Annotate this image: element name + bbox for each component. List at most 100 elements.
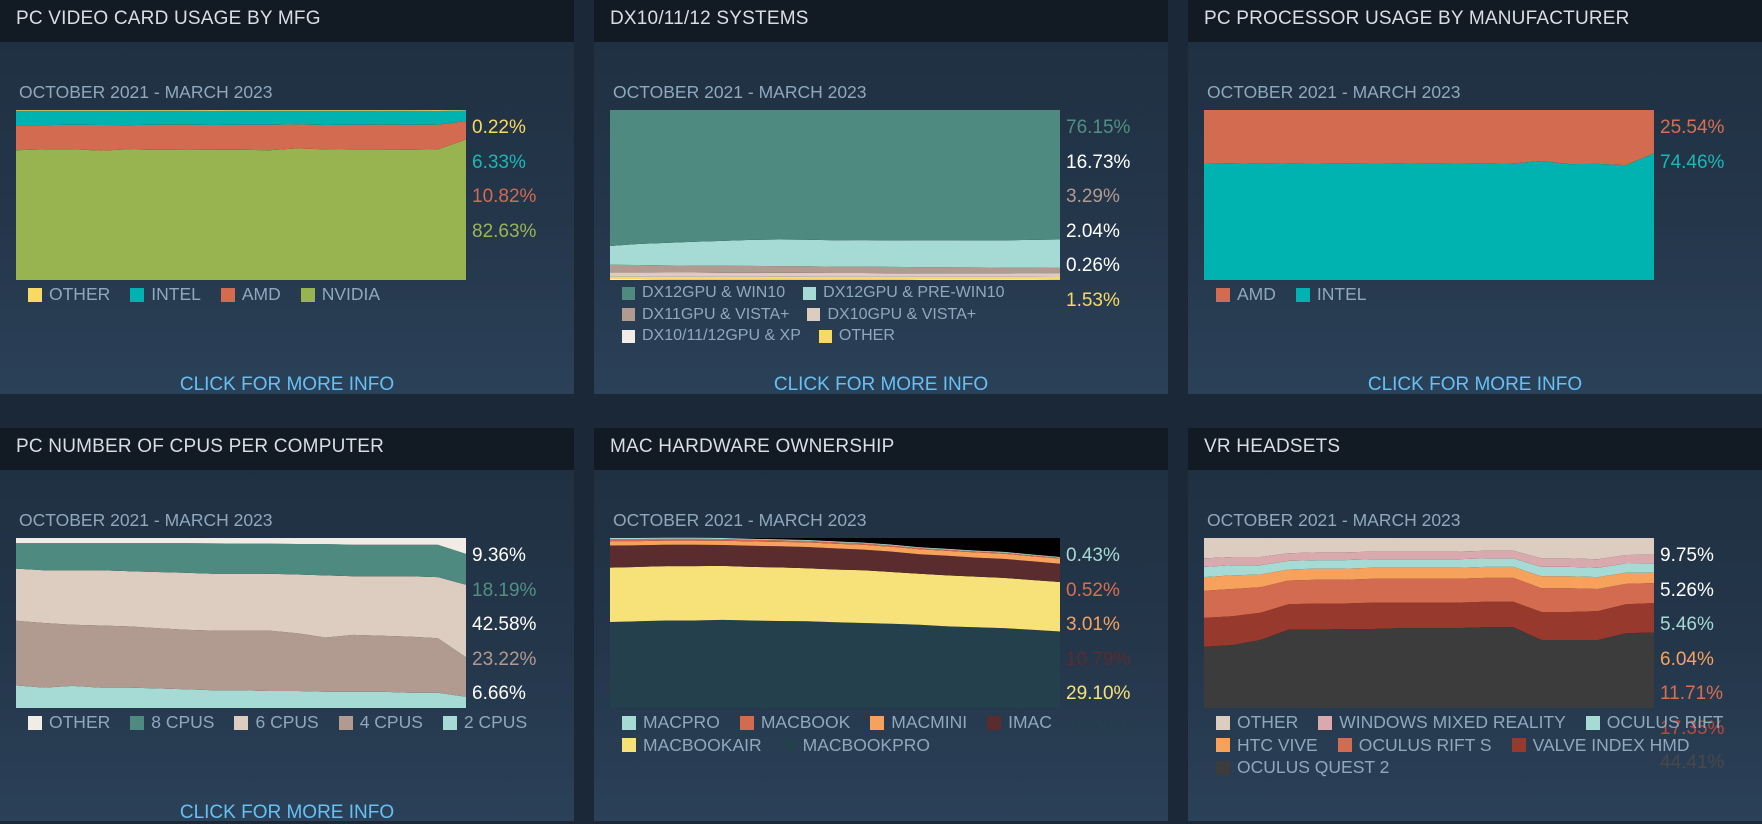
legend-item-other: OTHER [818, 326, 895, 346]
percentage-value: 6.66% [472, 683, 526, 704]
legend-swatch [870, 715, 885, 730]
legend-item-dx10-11-12gpu-xp: DX10/11/12GPU & XP [622, 326, 801, 346]
date-range: OCTOBER 2021 - MARCH 2023 [613, 510, 867, 530]
percentage-value: 2.04% [1066, 220, 1120, 242]
percentage-value: 0.26% [1066, 255, 1120, 276]
series-area-valve-index-hmd [1204, 601, 1654, 647]
legend-label: OCULUS QUEST 2 [1237, 757, 1390, 777]
series-area-imac [610, 544, 1060, 582]
chart-legend: OTHER 8 CPUS 6 CPUS 4 CPUS 2 CPUS [28, 712, 568, 735]
legend-label: DX12GPU & WIN10 [642, 284, 786, 301]
legend-swatch [739, 715, 754, 730]
legend-item-amd: AMD [220, 284, 281, 305]
stacked-area-chart [16, 538, 466, 708]
legend-swatch [803, 286, 817, 300]
legend-label: IMAC [1008, 712, 1052, 732]
percentage-value: 74.46% [1660, 151, 1725, 173]
legend-label: HTC VIVE [1237, 734, 1318, 755]
panel-title: PC PROCESSOR USAGE BY MANUFACTURER [1188, 0, 1762, 42]
legend-label: NVIDIA [321, 284, 381, 304]
legend-label: MACPRO [643, 712, 720, 732]
date-range: OCTOBER 2021 - MARCH 2023 [19, 510, 273, 530]
legend-swatch [1337, 738, 1352, 752]
percentage-value: 0.52% [1066, 579, 1120, 601]
percentage-value: 3.29% [1066, 186, 1120, 207]
stacked-area-chart [610, 110, 1060, 280]
series-area-macmini [610, 540, 1060, 564]
legend-item-2-cpus: 2 CPUS [442, 712, 527, 733]
legend-swatch [234, 715, 249, 730]
legend-label: DX12GPU & PRE-WIN10 [823, 284, 1005, 301]
series-area-windows-mixed-reality [1204, 550, 1654, 568]
legend-item-other: OTHER [28, 284, 110, 305]
legend-swatch [300, 287, 315, 302]
series-area-macbook [610, 538, 1060, 559]
legend-item-macbook: MACBOOK [739, 712, 850, 733]
legend-swatch [130, 715, 145, 730]
percentage-value: 42.58% [472, 614, 537, 635]
legend-item-macbookpro: MACBOOKPRO [781, 734, 931, 756]
percentage-value: 29.10% [1066, 683, 1131, 704]
percentage-value: 5.26% [1660, 579, 1714, 601]
legend-swatch [622, 738, 636, 752]
legend-item-imac: IMAC [987, 712, 1052, 733]
legend-item-dx12gpu-win10: DX12GPU & WIN10 [622, 283, 785, 303]
legend-item-6-cpus: 6 CPUS [234, 712, 319, 733]
percentage-value: 44.41% [1660, 752, 1725, 773]
legend-label: OCULUS RIFT S [1358, 734, 1492, 755]
series-area-dx10-11-12gpu-xp [610, 279, 1060, 280]
legend-swatch [622, 715, 636, 730]
click-for-more-info-link[interactable]: CLICK FOR MORE INFO [773, 374, 989, 395]
click-for-more-info-link[interactable]: CLICK FOR MORE INFO [1367, 374, 1583, 395]
date-range: OCTOBER 2021 - MARCH 2023 [19, 82, 273, 102]
series-area-oculus-rift-s [1204, 577, 1654, 618]
chart-legend: AMD INTEL [1216, 284, 1756, 307]
panel-title: PC VIDEO CARD USAGE BY MFG [0, 0, 574, 42]
legend-label: INTEL [151, 284, 201, 304]
series-area-oculus-rift [1204, 558, 1654, 578]
series-area-macbookair [610, 565, 1060, 632]
legend-label: VALVE INDEX HMD [1532, 734, 1690, 755]
click-for-more-info-link[interactable]: CLICK FOR MORE INFO [179, 374, 395, 395]
legend-swatch [220, 287, 235, 302]
stacked-area-chart [1204, 110, 1654, 280]
legend-label: 6 CPUS [255, 712, 319, 732]
chart-panel-pc-number-of-cpus-per-computer: PC NUMBER OF CPUS PER COMPUTER OCTOBER 20… [0, 428, 574, 823]
legend-swatch [28, 287, 42, 302]
legend-swatch [28, 715, 42, 730]
chart-panel-vr-headsets: VR HEADSETS OCTOBER 2021 - MARCH 2023 9.75… [1188, 428, 1762, 821]
chart-legend: DX12GPU & WIN10 DX12GPU & PRE-WIN10 DX11GP… [622, 283, 1162, 348]
series-area-other [1204, 538, 1654, 560]
series-area-intel [1204, 153, 1654, 280]
percentage-value: 5.46% [1660, 614, 1714, 635]
legend-item-8-cpus: 8 CPUS [130, 712, 214, 733]
series-area-macbookpro [610, 619, 1060, 708]
legend-swatch [1216, 760, 1230, 775]
legend-item-4-cpus: 4 CPUS [338, 712, 423, 733]
stacked-area-chart [610, 537, 1060, 708]
legend-item-oculus-rift-s: OCULUS RIFT S [1337, 734, 1492, 756]
date-range: OCTOBER 2021 - MARCH 2023 [613, 82, 867, 102]
panel-title: VR HEADSETS [1188, 428, 1762, 470]
legend-item-dx12gpu-pre-win10: DX12GPU & PRE-WIN10 [803, 283, 1005, 303]
percentage-value: 23.22% [472, 648, 537, 670]
legend-label: MACBOOKPRO [802, 734, 931, 755]
legend-label: OTHER [49, 712, 111, 732]
chart-panel-dx10-11-12-systems: DX10/11/12 SYSTEMS OCTOBER 2021 - MARCH 2… [594, 0, 1168, 395]
percentage-value: 0.22% [472, 117, 526, 138]
percentage-value: 3.01% [1066, 614, 1120, 635]
legend-swatch [622, 286, 635, 300]
legend-label: WINDOWS MIXED REALITY [1339, 712, 1566, 732]
percentage-value: 6.33% [472, 151, 526, 173]
legend-label: OTHER [1237, 712, 1299, 732]
legend-label: 8 CPUS [151, 712, 215, 732]
series-area-dx12gpu-win10 [610, 110, 1060, 246]
legend-item-macpro: MACPRO [622, 712, 720, 733]
legend-item-dx11gpu-vista: DX11GPU & VISTA+ [622, 305, 789, 325]
click-for-more-info-link[interactable]: CLICK FOR MORE INFO [179, 802, 395, 823]
percentage-value: 76.15% [1066, 117, 1131, 138]
percentage-value: 1.53% [1066, 289, 1120, 311]
legend-swatch [338, 715, 353, 730]
chart-legend: MACPRO MACBOOK MACMINI IMAC MACBOOKAIR MACBOO… [622, 712, 1162, 757]
legend-swatch [622, 329, 635, 343]
